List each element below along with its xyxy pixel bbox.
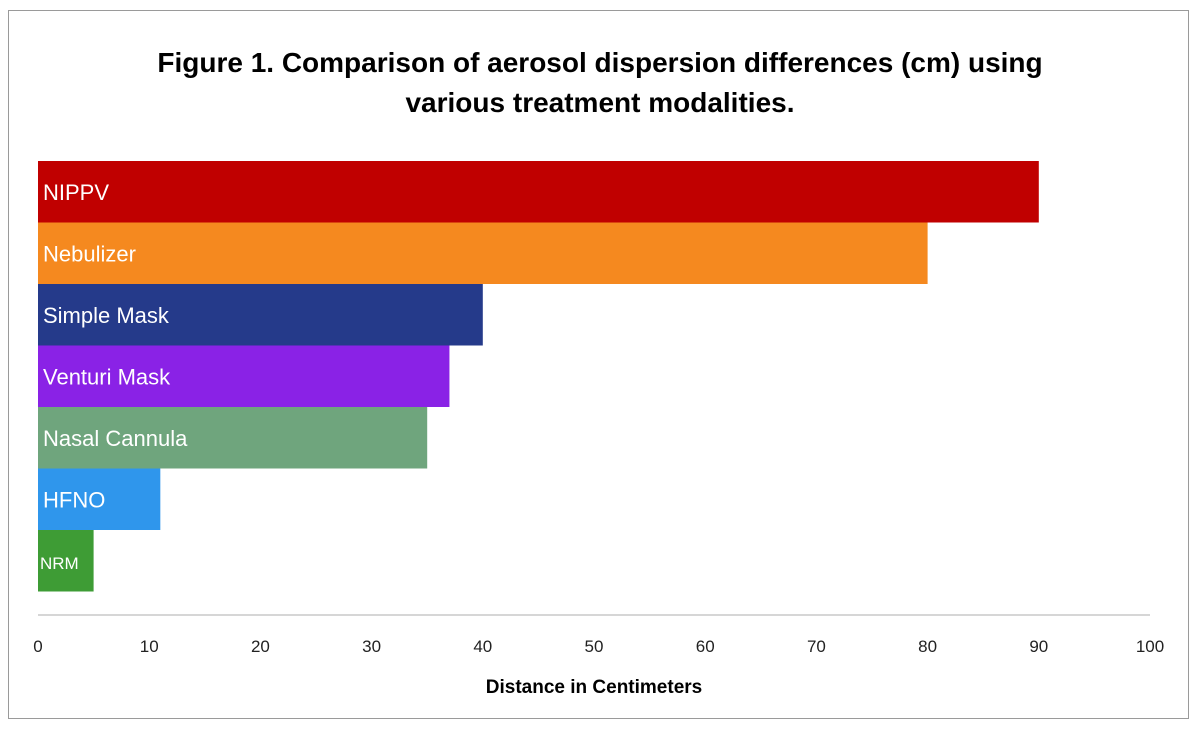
bar-hfno bbox=[38, 468, 161, 530]
x-tick-label-70: 70 bbox=[807, 637, 826, 656]
x-tick-label-60: 60 bbox=[696, 637, 715, 656]
bar-simple-mask bbox=[38, 284, 483, 346]
bar-nrm bbox=[38, 530, 94, 592]
x-tick-label-40: 40 bbox=[473, 637, 492, 656]
bar-label-venturi-mask: Venturi Mask bbox=[43, 364, 171, 389]
chart-title-line-1: Figure 1. Comparison of aerosol dispersi… bbox=[157, 47, 1043, 78]
x-tick-label-10: 10 bbox=[140, 637, 159, 656]
bar-nebulizer bbox=[38, 222, 928, 284]
x-tick-label-50: 50 bbox=[585, 637, 604, 656]
bar-label-nasal-cannula: Nasal Cannula bbox=[43, 426, 188, 451]
x-tick-label-80: 80 bbox=[918, 637, 937, 656]
x-tick-label-20: 20 bbox=[251, 637, 270, 656]
bar-label-hfno: HFNO bbox=[43, 487, 105, 512]
x-tick-label-30: 30 bbox=[362, 637, 381, 656]
x-tick-label-100: 100 bbox=[1136, 637, 1164, 656]
bars-group: NIPPV Nebulizer Simple Mask Venturi Mask Nas… bbox=[38, 161, 1039, 592]
x-axis-title: Distance in Centimeters bbox=[486, 677, 702, 698]
bar-label-nebulizer: Nebulizer bbox=[43, 241, 136, 266]
x-tick-label-0: 0 bbox=[33, 637, 42, 656]
bar-nippv bbox=[38, 161, 1039, 223]
bar-nasal-cannula bbox=[38, 407, 428, 469]
x-tick-labels: 0 10 20 30 40 50 60 70 80 90 100 bbox=[33, 637, 1164, 656]
bar-venturi-mask bbox=[38, 345, 450, 407]
bar-label-nrm: NRM bbox=[40, 554, 79, 573]
bar-label-simple-mask: Simple Mask bbox=[43, 303, 170, 328]
chart-title-line-2: various treatment modalities. bbox=[405, 87, 795, 118]
bar-label-nippv: NIPPV bbox=[43, 180, 109, 205]
x-tick-label-90: 90 bbox=[1029, 637, 1048, 656]
chart-title: Figure 1. Comparison of aerosol dispersi… bbox=[0, 43, 1200, 123]
